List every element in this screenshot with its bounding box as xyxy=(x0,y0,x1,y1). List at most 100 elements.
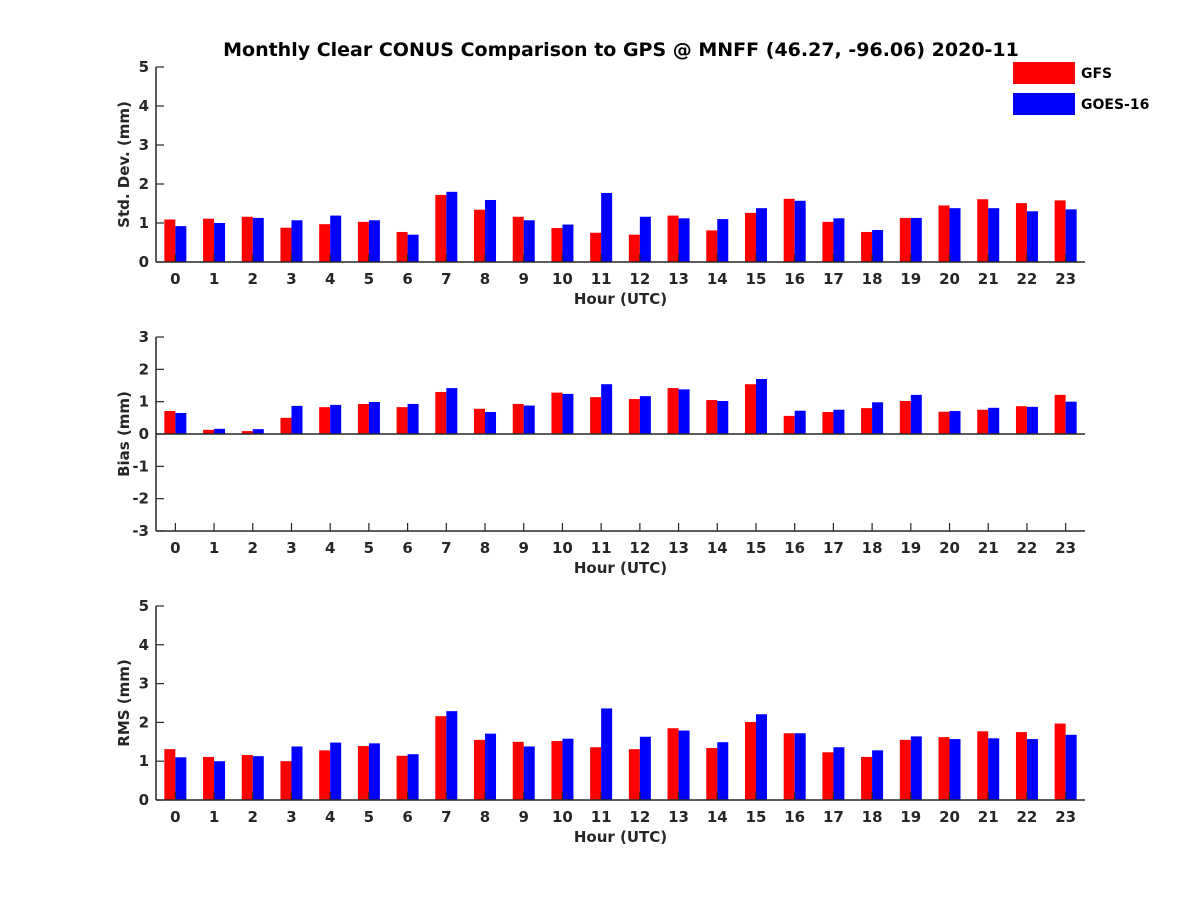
bar-goes-16-hour-16 xyxy=(794,410,806,434)
x-tick-label: 0 xyxy=(170,808,180,826)
legend-label-gfs: GFS xyxy=(1081,66,1112,82)
bar-gfs-hour-9 xyxy=(512,216,524,262)
bar-gfs-hour-6 xyxy=(396,755,408,800)
bar-gfs-hour-11 xyxy=(590,747,602,800)
bar-gfs-hour-12 xyxy=(628,399,640,434)
bar-gfs-hour-22 xyxy=(1015,406,1027,434)
y-axis-label: RMS (mm) xyxy=(115,659,133,746)
bar-gfs-hour-20 xyxy=(938,205,950,262)
bar-gfs-hour-17 xyxy=(822,752,834,800)
bar-goes-16-hour-9 xyxy=(523,220,535,262)
y-axis-label: Std. Dev. (mm) xyxy=(115,101,133,228)
bar-gfs-hour-14 xyxy=(706,400,718,434)
bar-goes-16-hour-15 xyxy=(755,208,767,262)
x-tick-label: 18 xyxy=(862,539,883,557)
x-tick-label: 2 xyxy=(248,808,258,826)
bar-goes-16-hour-11 xyxy=(601,384,613,434)
x-tick-label: 14 xyxy=(707,808,728,826)
bar-gfs-hour-6 xyxy=(396,231,408,262)
x-tick-label: 7 xyxy=(441,808,451,826)
bar-gfs-hour-5 xyxy=(357,403,369,434)
x-tick-label: 9 xyxy=(519,539,529,557)
x-tick-label: 10 xyxy=(552,808,573,826)
bar-gfs-hour-10 xyxy=(551,741,563,800)
x-tick-label: 16 xyxy=(784,539,805,557)
y-tick-label: 0 xyxy=(139,791,149,809)
bar-gfs-hour-8 xyxy=(474,209,486,262)
y-axis-label: Bias (mm) xyxy=(115,391,133,477)
bar-goes-16-hour-23 xyxy=(1065,401,1077,434)
bar-gfs-hour-1 xyxy=(203,429,215,434)
bar-goes-16-hour-3 xyxy=(291,405,303,434)
x-tick-label: 17 xyxy=(823,270,844,288)
y-tick-label: 1 xyxy=(139,214,149,232)
bar-goes-16-hour-4 xyxy=(330,404,342,434)
bar-goes-16-hour-9 xyxy=(523,405,535,434)
bar-goes-16-hour-3 xyxy=(291,746,303,800)
bar-gfs-hour-4 xyxy=(319,750,331,800)
x-tick-label: 5 xyxy=(364,539,374,557)
bar-goes-16-hour-20 xyxy=(949,208,961,262)
x-tick-label: 19 xyxy=(900,539,921,557)
bar-gfs-hour-7 xyxy=(435,194,447,262)
x-tick-label: 14 xyxy=(707,270,728,288)
bar-gfs-hour-9 xyxy=(512,741,524,800)
x-tick-label: 18 xyxy=(862,270,883,288)
bar-goes-16-hour-8 xyxy=(485,199,497,262)
x-tick-label: 6 xyxy=(402,539,412,557)
x-tick-label: 23 xyxy=(1055,808,1076,826)
x-tick-label: 23 xyxy=(1055,270,1076,288)
bar-gfs-hour-2 xyxy=(241,431,253,434)
legend-swatch-goes-16 xyxy=(1013,93,1075,115)
x-tick-label: 3 xyxy=(286,808,296,826)
x-tick-label: 12 xyxy=(629,808,650,826)
x-tick-label: 13 xyxy=(668,808,689,826)
bar-gfs-hour-4 xyxy=(319,407,331,434)
bar-gfs-hour-21 xyxy=(977,731,989,800)
bar-gfs-hour-13 xyxy=(667,388,679,434)
bar-goes-16-hour-10 xyxy=(562,738,574,800)
bar-gfs-hour-23 xyxy=(1054,200,1066,262)
y-tick-label: -2 xyxy=(132,490,149,508)
bar-gfs-hour-5 xyxy=(357,746,369,800)
x-tick-label: 21 xyxy=(978,270,999,288)
x-tick-label: 2 xyxy=(248,539,258,557)
x-tick-label: 1 xyxy=(209,539,219,557)
x-tick-label: 7 xyxy=(441,270,451,288)
y-tick-label: 1 xyxy=(139,393,149,411)
bar-gfs-hour-18 xyxy=(861,408,873,434)
bar-goes-16-hour-19 xyxy=(910,217,922,262)
x-tick-label: 1 xyxy=(209,270,219,288)
x-tick-label: 21 xyxy=(978,539,999,557)
x-tick-label: 4 xyxy=(325,539,335,557)
bar-gfs-hour-5 xyxy=(357,221,369,262)
bar-gfs-hour-13 xyxy=(667,215,679,262)
y-tick-label: 4 xyxy=(139,636,149,654)
bar-goes-16-hour-5 xyxy=(368,401,380,434)
x-axis-label: Hour (UTC) xyxy=(574,828,667,846)
bar-gfs-hour-8 xyxy=(474,739,486,800)
bar-gfs-hour-10 xyxy=(551,228,563,262)
bar-goes-16-hour-6 xyxy=(407,403,419,434)
bar-goes-16-hour-14 xyxy=(717,401,729,434)
y-tick-label: 5 xyxy=(139,58,149,76)
bar-goes-16-hour-1 xyxy=(214,428,226,434)
bar-gfs-hour-12 xyxy=(628,749,640,800)
y-tick-label: 1 xyxy=(139,752,149,770)
bar-goes-16-hour-3 xyxy=(291,220,303,262)
bar-gfs-hour-18 xyxy=(861,231,873,262)
bar-goes-16-hour-16 xyxy=(794,200,806,262)
bar-goes-16-hour-6 xyxy=(407,754,419,800)
x-tick-label: 3 xyxy=(286,270,296,288)
bar-gfs-hour-11 xyxy=(590,397,602,434)
legend-label-goes-16: GOES-16 xyxy=(1081,97,1149,113)
bar-goes-16-hour-12 xyxy=(639,216,651,262)
x-tick-label: 20 xyxy=(939,270,960,288)
bar-goes-16-hour-8 xyxy=(485,412,497,434)
y-tick-label: 0 xyxy=(139,425,149,443)
bar-goes-16-hour-0 xyxy=(175,757,187,800)
bar-goes-16-hour-2 xyxy=(252,429,264,434)
bar-gfs-hour-16 xyxy=(783,198,795,262)
